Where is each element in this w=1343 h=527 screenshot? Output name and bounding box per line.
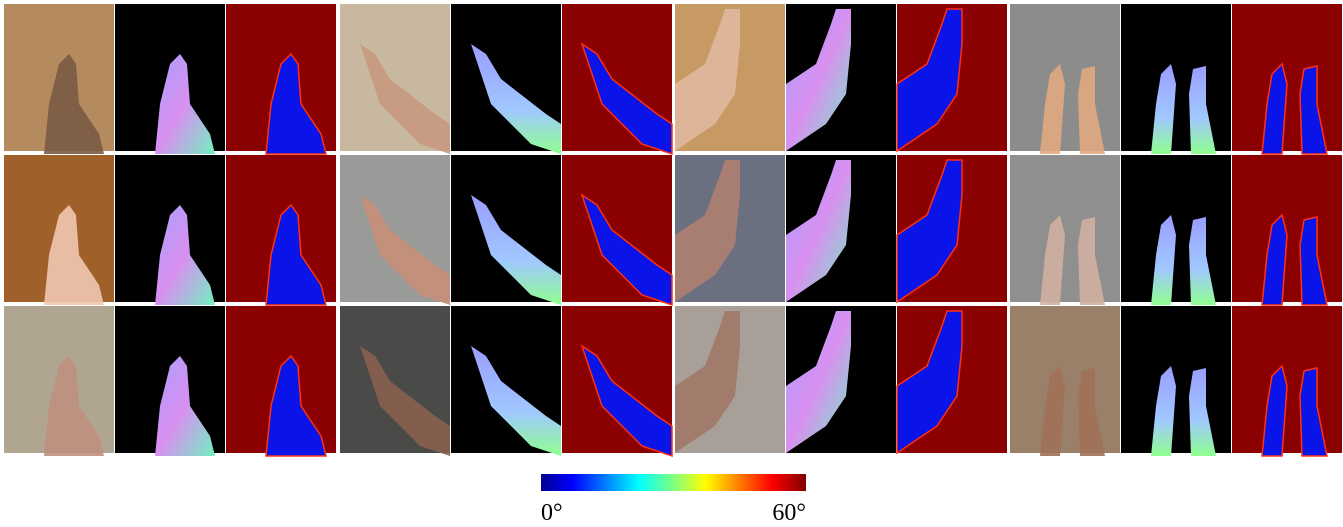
error-map-panel: [226, 306, 336, 456]
normal-map-panel: [1121, 306, 1231, 456]
photo-panel: [1010, 4, 1120, 154]
error-map-panel: [562, 155, 672, 305]
photo-background: [1010, 155, 1120, 302]
normal-background: [1121, 306, 1231, 453]
error-map-panel: [562, 4, 672, 154]
photo-panel: [675, 4, 785, 151]
error-map-panel: [1232, 306, 1342, 456]
normal-map-panel: [786, 155, 896, 302]
image-triplet: [340, 155, 672, 305]
image-triplet: [1010, 306, 1342, 456]
error-background: [1232, 4, 1342, 151]
error-map-panel: [1232, 4, 1342, 154]
normal-map-panel: [1121, 4, 1231, 154]
image-triplet: [340, 4, 672, 154]
error-map-panel: [226, 4, 336, 154]
normal-map-panel: [451, 155, 561, 305]
colorbar-min-label: 0°: [541, 500, 563, 526]
image-triplet: [675, 4, 1007, 151]
normal-background: [1121, 4, 1231, 151]
colorbar-max-label: 60°: [772, 500, 806, 526]
photo-panel: [340, 4, 450, 154]
normal-map-panel: [1121, 155, 1231, 305]
normal-map-panel: [786, 4, 896, 151]
image-triplet: [1010, 155, 1342, 305]
photo-panel: [675, 155, 785, 302]
image-grid: [4, 4, 1342, 456]
normal-map-panel: [451, 306, 561, 456]
photo-panel: [4, 155, 114, 305]
error-map-panel: [897, 4, 1007, 151]
image-triplet: [4, 306, 336, 456]
photo-panel: [340, 306, 450, 456]
normal-map-panel: [115, 306, 225, 456]
error-map-panel: [1232, 155, 1342, 305]
photo-panel: [4, 4, 114, 154]
image-triplet: [1010, 4, 1342, 154]
photo-panel: [340, 155, 450, 305]
image-triplet: [675, 155, 1007, 302]
error-background: [1232, 155, 1342, 302]
normal-map-panel: [115, 155, 225, 305]
photo-panel: [675, 306, 785, 453]
error-map-panel: [897, 155, 1007, 302]
image-triplet: [4, 4, 336, 154]
normal-background: [1121, 155, 1231, 302]
figure: 0° 60°: [0, 0, 1343, 527]
normal-map-panel: [786, 306, 896, 453]
photo-panel: [4, 306, 114, 456]
image-triplet: [675, 306, 1007, 453]
error-background: [1232, 306, 1342, 453]
error-map-panel: [562, 306, 672, 456]
image-triplet: [340, 306, 672, 456]
photo-panel: [1010, 306, 1120, 456]
photo-background: [1010, 306, 1120, 453]
image-triplet: [4, 155, 336, 305]
normal-map-panel: [451, 4, 561, 154]
photo-panel: [1010, 155, 1120, 305]
colorbar: [541, 474, 806, 491]
normal-map-panel: [115, 4, 225, 154]
error-map-panel: [226, 155, 336, 305]
photo-background: [1010, 4, 1120, 151]
error-map-panel: [897, 306, 1007, 453]
